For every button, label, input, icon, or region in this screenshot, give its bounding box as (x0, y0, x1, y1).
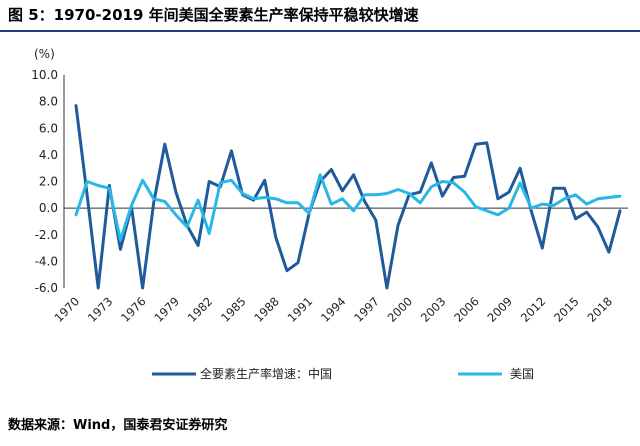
x-tick-label: 1994 (318, 294, 349, 325)
x-tick-label: 1991 (285, 294, 316, 325)
x-tick-label: 1976 (118, 294, 149, 325)
x-tick-label: 1985 (218, 294, 249, 325)
y-tick-label: 4.0 (39, 148, 58, 162)
legend: 全要素生产率增速：中国 美国 (152, 366, 534, 381)
x-tick-label: 1973 (85, 294, 116, 325)
y-tick-label: 6.0 (39, 121, 58, 135)
x-tick-label: 2015 (551, 294, 582, 325)
series-lines (74, 104, 622, 290)
y-tick-label: -2.0 (35, 228, 58, 242)
source-note: 数据来源：Wind，国泰君安证券研究 (8, 418, 228, 433)
x-tick-label: 2003 (418, 294, 449, 325)
x-tick-label: 1979 (151, 294, 182, 325)
y-tick-label: 2.0 (39, 175, 58, 189)
x-tick-label: 1988 (251, 294, 282, 325)
legend-label-usa: 美国 (510, 367, 534, 381)
x-tick-label: 2009 (484, 294, 515, 325)
title-rule (0, 30, 640, 32)
x-tick-label: 2012 (518, 294, 549, 325)
x-tick-label: 1997 (351, 294, 382, 325)
y-axis-unit: (%) (34, 47, 55, 61)
y-tick-label: -4.0 (35, 254, 58, 268)
y-tick-labels: 10.0 8.0 6.0 4.0 2.0 0.0 -2.0 -4.0 -6.0 (31, 68, 58, 295)
x-tick-label: 2000 (385, 294, 416, 325)
series-line-china (74, 104, 622, 290)
series-line-usa (74, 173, 622, 242)
x-tick-labels: 1970 1973 1976 1979 1982 1985 1988 1991 1994 1997… (52, 294, 616, 325)
x-tick-label: 2018 (584, 294, 615, 325)
y-tick-label: 8.0 (39, 95, 58, 109)
x-tick-label: 1970 (52, 294, 83, 325)
y-tick-label: 10.0 (31, 68, 58, 82)
x-tick-label: 1982 (185, 294, 216, 325)
x-tick-label: 2006 (451, 294, 482, 325)
legend-label-china: 全要素生产率增速：中国 (200, 366, 332, 381)
y-tick-label: -6.0 (35, 281, 58, 295)
figure-title: 图 5：1970-2019 年间美国全要素生产率保持平稳较快增速 (8, 6, 419, 24)
y-tick-label: 0.0 (39, 201, 58, 215)
